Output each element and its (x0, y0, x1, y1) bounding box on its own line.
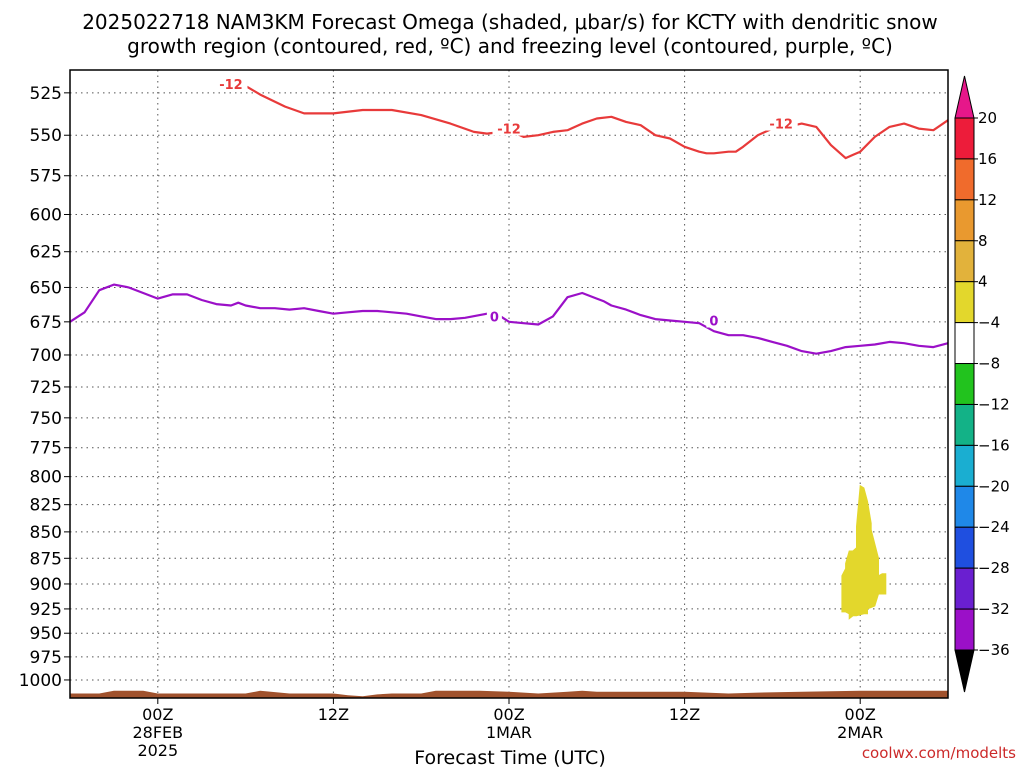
y-tick-label: 975 (30, 648, 62, 668)
colorbar-swatch (954, 567, 975, 610)
colorbar-swatch (954, 199, 975, 242)
x-tick-label: 00Z (493, 705, 524, 724)
x-tick-label: 12Z (318, 705, 349, 724)
colorbar-tick-label: −36 (978, 641, 1010, 659)
contour-label-background (706, 313, 722, 328)
contour-label: -12 (769, 118, 793, 133)
colorbar-swatch (954, 526, 975, 569)
y-tick-label: 675 (30, 313, 62, 333)
contour-label-background (492, 121, 526, 136)
x-axis-label: Forecast Time (UTC) (414, 747, 605, 768)
x-tick-label: 2025 (137, 741, 178, 760)
contour-label: -12 (219, 78, 243, 93)
y-tick-label: 525 (30, 84, 62, 104)
contour-line-0 (69, 283, 949, 355)
colorbar-swatch (954, 608, 975, 651)
y-tick-label: 550 (30, 126, 62, 146)
y-tick-label: 725 (30, 378, 62, 398)
contour-lines (69, 77, 949, 355)
colorbar-tick-label: −8 (978, 355, 1000, 373)
x-tick-label: 28FEB (132, 723, 183, 742)
omega-shaded-region (841, 484, 887, 620)
colorbar-swatch (954, 403, 975, 446)
y-tick-label: 800 (30, 468, 62, 488)
credit-text[interactable]: coolwx.com/modelts (862, 744, 1016, 762)
contour-label-background (486, 309, 502, 324)
colorbar-tick-label: −16 (978, 436, 1010, 454)
y-tick-label: 700 (30, 346, 62, 366)
colorbar-swatch (954, 117, 975, 160)
contour-label: 0 (490, 310, 499, 325)
colorbar-tick-label: −28 (978, 559, 1010, 577)
colorbar-bottom-arrow (954, 649, 975, 693)
colorbar-swatch (954, 158, 975, 201)
y-tick-label: 625 (30, 243, 62, 263)
x-tick-label: 12Z (669, 705, 700, 724)
terrain-fill (70, 690, 948, 698)
contour-label: -12 (497, 123, 521, 138)
y-tick-label: 750 (30, 409, 62, 429)
colorbar-swatch (954, 485, 975, 528)
y-tick-label: 950 (30, 624, 62, 644)
y-tick-label: 650 (30, 278, 62, 298)
y-axis-ticks: 525 550 575 600 625 650 675 700 725 750 775 800 825 8… (19, 84, 70, 691)
x-tick-label: 00Z (845, 705, 876, 724)
y-tick-label: 900 (30, 575, 62, 595)
colorbar-top-arrow (954, 75, 975, 119)
grid (70, 70, 948, 698)
contour-label-background (764, 116, 798, 131)
x-tick-label: 00Z (142, 705, 173, 724)
plot-area: -12 -12 -12 0 0 (69, 69, 949, 699)
chart-title-line-2: growth region (contoured, red, ºC) and f… (127, 34, 893, 58)
colorbar-swatch (954, 240, 975, 283)
y-tick-label: 575 (30, 167, 62, 187)
y-tick-label: 850 (30, 523, 62, 543)
x-tick-label: 2MAR (837, 723, 883, 742)
colorbar-swatch (954, 363, 975, 405)
colorbar-tick-label: 4 (978, 273, 988, 291)
colorbar-swatch (954, 322, 975, 365)
omega-shading (841, 484, 887, 620)
colorbar-tick-label: 16 (978, 150, 997, 168)
y-tick-label: 875 (30, 549, 62, 569)
y-tick-label: 775 (30, 439, 62, 459)
colorbar-tick-label: 20 (978, 109, 997, 127)
colorbar-swatch (954, 444, 975, 487)
y-tick-label: 1000 (19, 671, 62, 691)
colorbar-tick-label: −32 (978, 600, 1010, 618)
colorbar-tick-label: 12 (978, 191, 997, 209)
contour-label-background (214, 77, 248, 92)
y-tick-label: 925 (30, 600, 62, 620)
colorbar-tick-label: −20 (978, 477, 1010, 495)
y-tick-label: 825 (30, 496, 62, 516)
colorbar-tick-label: −12 (978, 395, 1010, 413)
y-tick-label: 600 (30, 206, 62, 226)
colorbar: 20 16 12 8 4 −4 −8 −12 −16 −20 −24 −28 −32 −36 (954, 75, 1010, 693)
colorbar-tick-label: −4 (978, 314, 1000, 332)
terrain-surface (70, 690, 948, 698)
colorbar-swatch (954, 281, 975, 324)
contour-labels: -12 -12 -12 0 0 (214, 77, 798, 329)
contour-label: 0 (709, 314, 718, 329)
x-tick-label: 1MAR (486, 723, 532, 742)
contour-line--12 (216, 77, 949, 160)
chart-title-line-1: 2025022718 NAM3KM Forecast Omega (shaded… (82, 10, 938, 34)
colorbar-tick-label: −24 (978, 518, 1010, 536)
colorbar-tick-label: 8 (978, 232, 988, 250)
